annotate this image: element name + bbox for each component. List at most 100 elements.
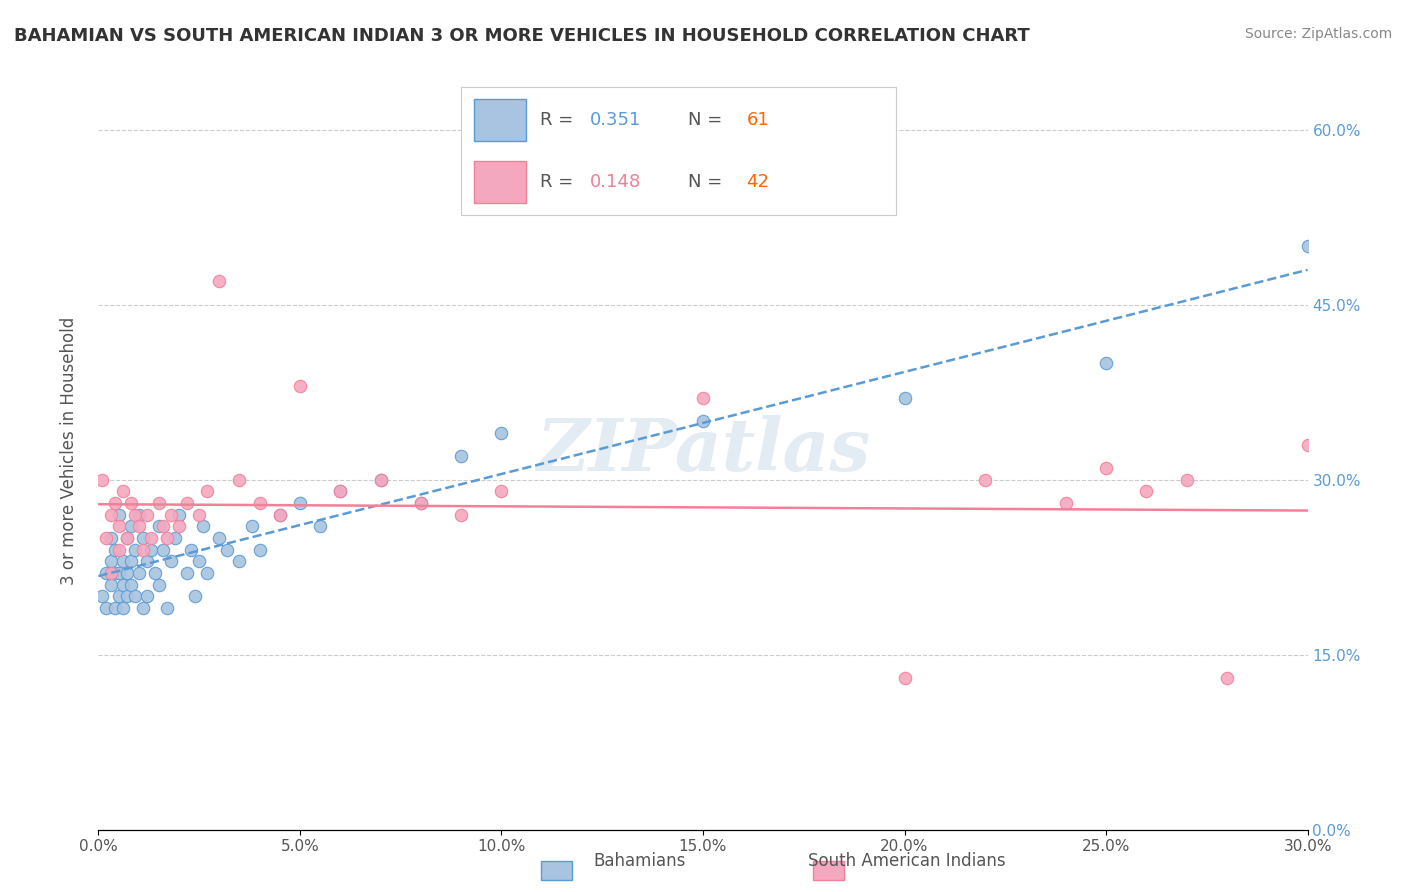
- Point: [96, 566, 118, 580]
- Point: [329, 484, 352, 499]
- Point: [143, 566, 166, 580]
- Point: [193, 519, 215, 533]
- Point: [1296, 239, 1319, 253]
- Point: [409, 496, 432, 510]
- Point: [329, 484, 352, 499]
- Point: [692, 391, 714, 405]
- Point: [132, 531, 155, 545]
- Point: [288, 496, 311, 510]
- Point: [139, 531, 162, 545]
- Point: [188, 554, 211, 568]
- Point: [107, 508, 129, 522]
- Point: [135, 554, 157, 568]
- Point: [409, 496, 432, 510]
- Point: [1216, 671, 1239, 685]
- Point: [115, 531, 138, 545]
- Text: Bahamians: Bahamians: [593, 852, 686, 870]
- Point: [107, 519, 129, 533]
- Point: [132, 601, 155, 615]
- Point: [180, 542, 202, 557]
- Point: [240, 519, 263, 533]
- Text: Source: ZipAtlas.com: Source: ZipAtlas.com: [1244, 27, 1392, 41]
- Point: [309, 519, 332, 533]
- Point: [107, 542, 129, 557]
- Point: [100, 566, 122, 580]
- Point: [195, 566, 218, 580]
- Y-axis label: 3 or more Vehicles in Household: 3 or more Vehicles in Household: [59, 317, 77, 584]
- Point: [160, 508, 183, 522]
- Point: [111, 601, 134, 615]
- Point: [288, 379, 311, 393]
- Point: [124, 508, 146, 522]
- Point: [450, 450, 472, 464]
- Point: [893, 391, 915, 405]
- Point: [1095, 461, 1118, 475]
- Point: [103, 496, 125, 510]
- Point: [217, 542, 239, 557]
- Point: [269, 508, 291, 522]
- Point: [156, 531, 179, 545]
- Point: [128, 508, 150, 522]
- Point: [152, 519, 174, 533]
- Point: [208, 274, 231, 288]
- Point: [450, 508, 472, 522]
- Point: [135, 589, 157, 603]
- Point: [124, 542, 146, 557]
- Point: [974, 473, 997, 487]
- Point: [120, 577, 142, 591]
- Point: [1054, 496, 1077, 510]
- Point: [107, 589, 129, 603]
- Point: [115, 566, 138, 580]
- Point: [103, 601, 125, 615]
- Point: [156, 601, 179, 615]
- Point: [370, 473, 392, 487]
- Point: [148, 519, 170, 533]
- Point: [100, 508, 122, 522]
- Point: [115, 589, 138, 603]
- Point: [167, 508, 190, 522]
- Text: BAHAMIAN VS SOUTH AMERICAN INDIAN 3 OR MORE VEHICLES IN HOUSEHOLD CORRELATION CH: BAHAMIAN VS SOUTH AMERICAN INDIAN 3 OR M…: [14, 27, 1029, 45]
- Point: [176, 566, 198, 580]
- Point: [167, 519, 190, 533]
- Point: [228, 473, 250, 487]
- Point: [107, 566, 129, 580]
- Point: [491, 425, 513, 440]
- Point: [195, 484, 218, 499]
- Point: [249, 496, 271, 510]
- Point: [91, 589, 114, 603]
- Point: [188, 508, 211, 522]
- Point: [132, 542, 155, 557]
- Point: [692, 414, 714, 428]
- Point: [249, 542, 271, 557]
- Point: [103, 542, 125, 557]
- Text: South American Indians: South American Indians: [808, 852, 1005, 870]
- Point: [148, 496, 170, 510]
- Point: [228, 554, 250, 568]
- Point: [96, 601, 118, 615]
- Point: [139, 542, 162, 557]
- Point: [100, 554, 122, 568]
- Point: [120, 519, 142, 533]
- Point: [124, 589, 146, 603]
- Point: [160, 554, 183, 568]
- Text: ZIPatlas: ZIPatlas: [536, 415, 870, 486]
- Point: [269, 508, 291, 522]
- Point: [128, 519, 150, 533]
- Point: [893, 671, 915, 685]
- Point: [1095, 356, 1118, 370]
- Point: [1296, 437, 1319, 451]
- Point: [100, 577, 122, 591]
- Point: [184, 589, 207, 603]
- Point: [115, 531, 138, 545]
- Point: [148, 577, 170, 591]
- Point: [208, 531, 231, 545]
- Point: [491, 484, 513, 499]
- Point: [100, 531, 122, 545]
- Point: [111, 484, 134, 499]
- Point: [1175, 473, 1198, 487]
- Point: [176, 496, 198, 510]
- Point: [120, 496, 142, 510]
- Point: [128, 566, 150, 580]
- Point: [135, 508, 157, 522]
- Point: [120, 554, 142, 568]
